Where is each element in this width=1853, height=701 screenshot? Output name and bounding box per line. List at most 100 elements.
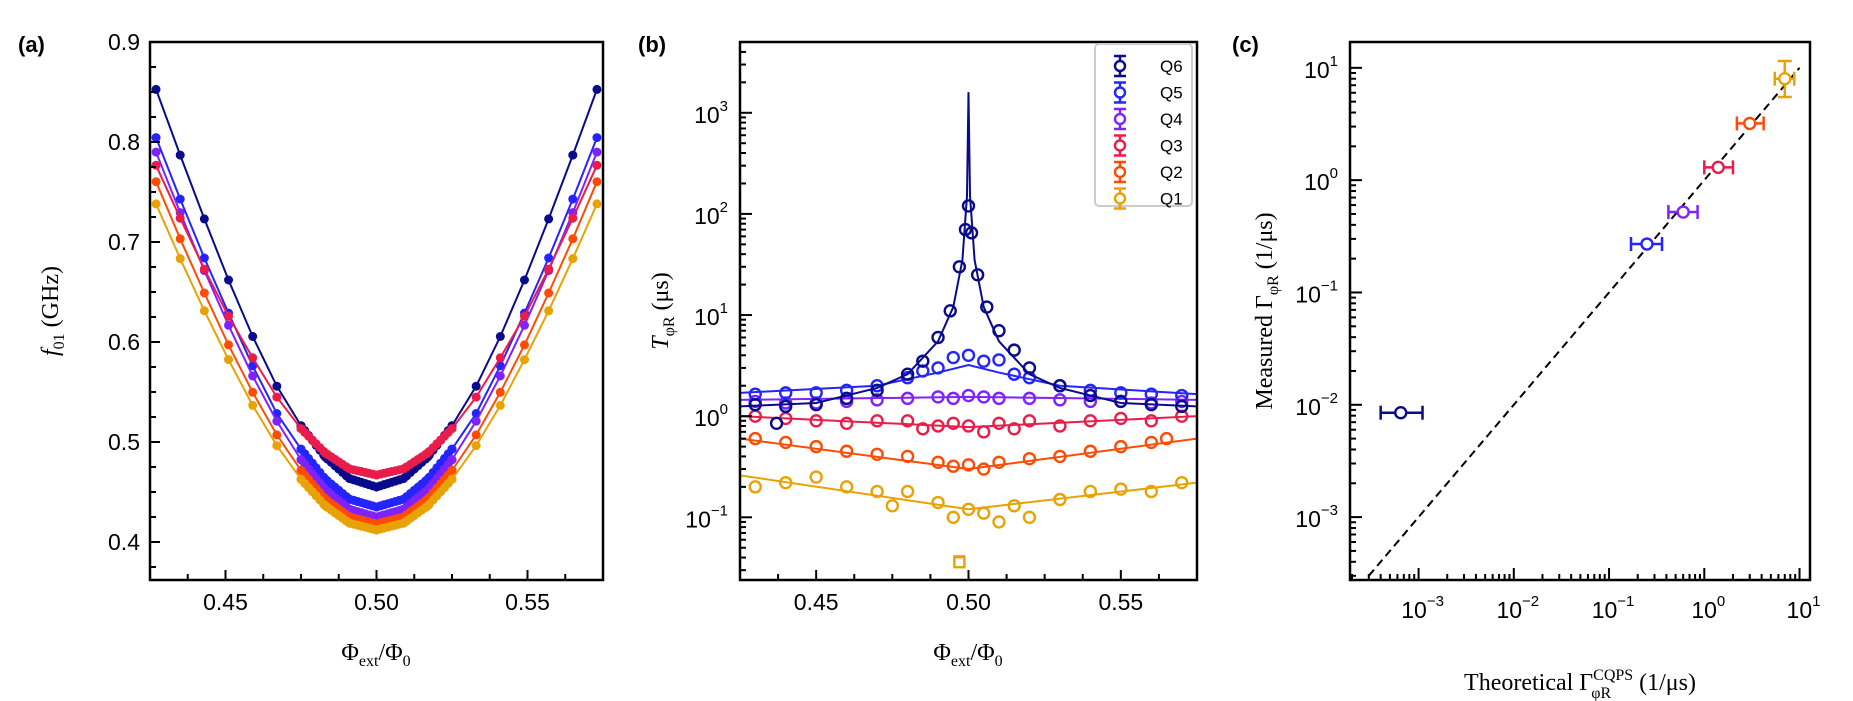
data-point-Q1 <box>175 254 185 264</box>
data-point-Q2 <box>1144 435 1159 450</box>
data-point-Q4 <box>447 455 457 465</box>
data-point-Q6 <box>1175 399 1189 414</box>
x-tick-label: 10−3 <box>1401 593 1444 623</box>
data-point-Q4 <box>900 391 915 406</box>
data-point-Q4 <box>946 391 960 406</box>
y-tick-label: 0.5 <box>108 429 140 455</box>
data-point-Q3 <box>1083 414 1098 428</box>
x-tick-label: 0.45 <box>794 589 839 615</box>
data-point-Q2 <box>471 430 481 440</box>
data-point-Q3 <box>248 353 258 363</box>
y-tick-label: 100 <box>1304 165 1338 195</box>
panel-c-xlabel: Theoretical ΓCQPS φR (1/μs) <box>1464 667 1696 701</box>
fit-line-Q4 <box>740 395 1197 401</box>
data-point-Q2 <box>1022 451 1037 466</box>
data-point-Q1 <box>1083 484 1098 499</box>
fit-line-Q6 <box>155 89 598 489</box>
panel-a-ylabel: f01 (GHz) <box>38 266 68 356</box>
data-point-Q1 <box>1053 492 1067 507</box>
data-point-Q6 <box>495 332 505 341</box>
data-point-Q6 <box>809 397 823 412</box>
data-point-Q3 <box>447 424 457 434</box>
data-point-Q3 <box>1711 160 1725 175</box>
panel-b-ylabel: TφR (μs) <box>648 272 678 349</box>
data-point-Q5 <box>992 353 1006 367</box>
data-point-Q5 <box>495 361 505 371</box>
data-point-Q1 <box>839 480 854 494</box>
data-point-Q6 <box>961 199 976 213</box>
data-point-Q5 <box>447 444 457 454</box>
data-point-Q4 <box>1676 205 1690 219</box>
fit-line-Q3 <box>155 164 598 477</box>
data-point-Q6 <box>1022 361 1037 375</box>
data-point-Q5 <box>248 361 258 371</box>
panel-c-ylabel: Measured ΓφR (1/μs) <box>1252 212 1282 409</box>
panel-b-plot <box>740 92 1197 569</box>
data-point-Q3 <box>592 160 602 170</box>
data-point-Q3 <box>175 213 185 223</box>
data-point-Q6 <box>199 214 209 224</box>
data-point-Q6 <box>519 275 529 285</box>
data-point-Q3 <box>495 353 505 363</box>
data-point-Q6 <box>916 354 930 368</box>
data-point-Q2 <box>961 458 976 472</box>
data-point-Q2 <box>151 177 161 187</box>
y-tick-label: 101 <box>694 300 728 330</box>
data-point-Q1 <box>568 254 578 264</box>
data-point-Q6 <box>839 391 854 406</box>
data-point-Q6 <box>248 332 258 341</box>
data-point-Q5 <box>1640 237 1654 251</box>
data-point-Q3 <box>931 419 945 433</box>
data-point-Q1 <box>1022 510 1037 525</box>
data-point-Q2 <box>224 340 234 350</box>
data-point-Q1 <box>272 441 282 451</box>
data-point-Q3 <box>1144 414 1159 428</box>
data-point-Q3 <box>519 311 529 321</box>
panel-a: (a) Φext/Φ0 f01 (GHz) 0.45 0.50 0.55 0.4 0.5… <box>18 29 605 670</box>
y-tick-label: 10−1 <box>685 502 728 532</box>
data-point-Q1 <box>946 510 960 525</box>
panel-c: (c) Theoretical ΓCQPS φR (1/μs) Measured … <box>1232 32 1820 701</box>
y-tick-label: 102 <box>694 199 728 229</box>
data-point-Q2 <box>1053 449 1067 464</box>
legend-marker-Q1 <box>1113 192 1127 205</box>
fit-line-Q1 <box>155 203 598 532</box>
data-point-Q6 <box>471 381 481 391</box>
data-point-Q2 <box>1159 431 1174 446</box>
data-point-Q4 <box>592 147 602 157</box>
data-point-Q2 <box>870 447 884 461</box>
legend: Q6 Q5 Q4 Q3 Q2 Q1 <box>1094 43 1193 210</box>
fit-line-Q6 <box>740 92 1197 408</box>
data-point-Q1 <box>1778 72 1792 86</box>
data-point-Q2 <box>1743 116 1757 131</box>
data-point-Q3 <box>961 419 976 433</box>
data-point-Q1 <box>151 199 161 209</box>
y-tick-label: 10−2 <box>1295 390 1338 420</box>
data-point-Q1 <box>1144 484 1159 499</box>
y-tick-label: 0.9 <box>108 29 140 55</box>
data-point-Q1 <box>961 502 976 516</box>
data-point-Q2 <box>447 465 457 475</box>
panel-c-label: (c) <box>1232 32 1259 57</box>
data-point-Q4 <box>151 147 161 157</box>
data-point-Q3 <box>1022 414 1037 428</box>
data-point-Q2 <box>992 455 1006 469</box>
panel-a-label: (a) <box>18 32 45 57</box>
legend-label-Q6: Q6 <box>1160 57 1183 76</box>
y-tick-label: 0.6 <box>108 329 140 355</box>
legend-label-Q5: Q5 <box>1160 84 1183 103</box>
data-point-Q2 <box>544 288 554 298</box>
data-point-Q3 <box>151 160 161 170</box>
data-point-Q5 <box>568 194 578 204</box>
data-point-Q6 <box>769 416 784 431</box>
data-point-Q3 <box>839 416 854 431</box>
data-point-Q1 <box>992 515 1006 529</box>
data-point-Q1 <box>870 484 884 499</box>
data-point-Q3 <box>1114 411 1128 426</box>
data-point-Q6 <box>272 381 282 391</box>
data-point-Q6 <box>970 268 985 282</box>
data-point-Q6 <box>900 367 915 381</box>
data-point-Q6 <box>980 300 994 314</box>
data-point-Q6 <box>1114 394 1128 409</box>
